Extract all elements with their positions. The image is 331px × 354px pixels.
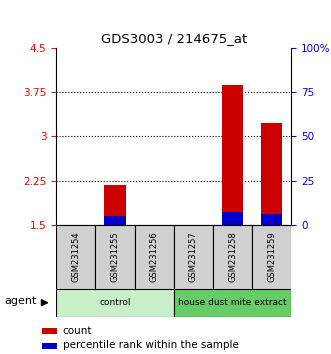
Text: agent: agent xyxy=(5,296,37,306)
Bar xyxy=(42,343,57,349)
Bar xyxy=(104,216,126,225)
Text: control: control xyxy=(99,298,131,307)
Text: GSM231257: GSM231257 xyxy=(189,231,198,282)
Bar xyxy=(42,328,57,334)
Text: house dust mite extract: house dust mite extract xyxy=(178,298,287,307)
Text: GSM231258: GSM231258 xyxy=(228,231,237,282)
Bar xyxy=(56,225,95,289)
Bar xyxy=(56,289,174,317)
Text: GSM231255: GSM231255 xyxy=(111,231,119,282)
Text: GSM231256: GSM231256 xyxy=(150,231,159,282)
Bar xyxy=(104,185,126,225)
Bar xyxy=(95,225,135,289)
Bar xyxy=(174,289,291,317)
Bar xyxy=(222,85,243,225)
Bar xyxy=(174,225,213,289)
Text: GSM231259: GSM231259 xyxy=(267,231,276,282)
Bar xyxy=(261,213,282,225)
Bar xyxy=(213,225,252,289)
Bar xyxy=(222,212,243,225)
Bar xyxy=(135,225,174,289)
Bar xyxy=(252,225,291,289)
Text: percentile rank within the sample: percentile rank within the sample xyxy=(63,340,238,350)
Title: GDS3003 / 214675_at: GDS3003 / 214675_at xyxy=(101,32,247,45)
Text: count: count xyxy=(63,326,92,336)
Bar xyxy=(261,123,282,225)
Text: GSM231254: GSM231254 xyxy=(71,231,80,282)
